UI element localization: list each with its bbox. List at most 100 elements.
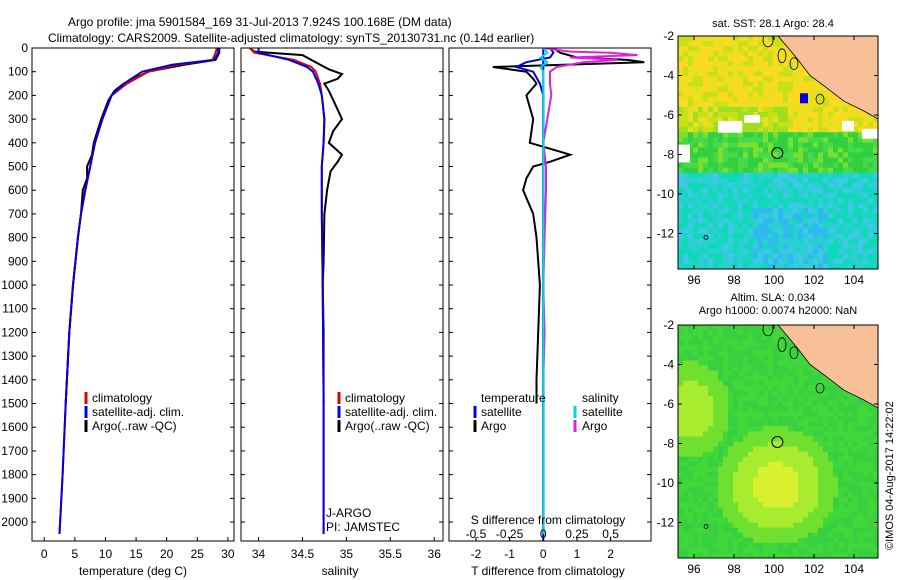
map-cell <box>733 208 739 214</box>
map-cell <box>768 532 774 539</box>
map-cell <box>683 325 689 331</box>
map-cell <box>758 162 764 169</box>
map-cell <box>773 461 779 468</box>
map-cell <box>793 400 799 407</box>
map-lat-tick-label: -6 <box>663 397 674 411</box>
map-cell <box>733 238 739 245</box>
map-cell <box>788 91 794 98</box>
map-cell <box>863 263 869 269</box>
map-cell <box>868 502 874 508</box>
map-cell <box>788 238 794 245</box>
map-cell <box>683 76 689 83</box>
map-cell <box>843 157 849 164</box>
map-cell <box>863 406 869 412</box>
map-cell <box>778 355 784 362</box>
map-cell <box>753 258 759 265</box>
map-cell <box>798 258 804 265</box>
map-cell <box>798 218 804 225</box>
map-cell <box>838 101 844 108</box>
map-cell <box>788 522 794 529</box>
map-cell <box>768 522 774 529</box>
map-cell <box>758 512 764 519</box>
map-cell <box>843 258 849 265</box>
map-cell <box>743 476 749 483</box>
map-cell <box>818 213 824 219</box>
map-cell <box>863 487 869 493</box>
map-cell <box>783 228 789 235</box>
map-cell <box>768 492 774 498</box>
map-cell <box>788 248 794 255</box>
map-cell <box>828 492 834 498</box>
map-cell <box>773 385 779 392</box>
map-cell <box>803 167 809 174</box>
map-cell <box>683 360 689 367</box>
map-cell <box>703 365 709 372</box>
map-cell <box>808 512 814 519</box>
map-cell <box>688 86 694 93</box>
map-cell <box>713 406 719 412</box>
map-cell <box>688 406 694 412</box>
temperature-xticks: 0 5 10 15 20 25 30 <box>41 537 235 561</box>
map-cell <box>823 461 829 468</box>
map-cell <box>703 142 709 149</box>
map-cell <box>788 76 794 83</box>
map-cell <box>738 380 744 387</box>
map-cell <box>793 258 799 265</box>
map-cell <box>813 258 819 265</box>
map-cell <box>683 400 689 407</box>
map-cell <box>778 213 784 219</box>
map-cell <box>873 172 878 179</box>
map-cell <box>678 172 684 179</box>
map-cell <box>703 482 709 488</box>
map-cell <box>803 411 809 417</box>
map-cell <box>758 132 764 138</box>
map-cell <box>743 416 749 422</box>
map-cell <box>813 416 819 422</box>
map-cell <box>738 395 744 402</box>
map-cell <box>808 122 814 128</box>
map-cell <box>743 203 749 209</box>
map-cell <box>688 208 694 214</box>
map-cell <box>723 187 729 194</box>
map-cell <box>783 106 789 113</box>
map-cell <box>853 441 859 448</box>
map-cell <box>743 512 749 519</box>
map-cell <box>823 441 829 448</box>
map-cell <box>708 162 714 169</box>
map-cell <box>793 471 799 478</box>
map-cell <box>828 456 834 463</box>
map-cell <box>823 203 829 209</box>
map-cell <box>863 436 869 443</box>
map-cell <box>848 198 854 204</box>
map-cell <box>758 532 764 539</box>
map-cell <box>788 497 794 503</box>
map-cell <box>713 507 719 514</box>
map-cell <box>868 507 874 514</box>
map-cell <box>733 223 739 230</box>
map-cell <box>733 167 739 174</box>
map-cell <box>813 487 819 493</box>
map-cell <box>708 147 714 154</box>
map-cell <box>823 487 829 493</box>
map-cell <box>808 76 814 83</box>
map-cell <box>778 436 784 443</box>
map-cell <box>698 517 704 524</box>
map-cell <box>818 157 824 164</box>
map-cell <box>678 436 684 443</box>
map-cell <box>713 552 719 558</box>
map-cell <box>788 431 794 438</box>
map-cell <box>748 482 754 488</box>
map-cell <box>808 471 814 478</box>
map-cell <box>728 117 734 123</box>
map-cell <box>873 208 878 214</box>
map-cell <box>698 370 704 377</box>
map-cell <box>793 142 799 149</box>
map-cell <box>743 350 749 356</box>
map-cell <box>838 395 844 402</box>
map-cell <box>713 56 719 62</box>
map-cell <box>738 243 744 250</box>
map-cell <box>693 132 699 138</box>
map-cell <box>768 446 774 453</box>
map-cell <box>733 365 739 372</box>
map-cell <box>858 456 864 463</box>
